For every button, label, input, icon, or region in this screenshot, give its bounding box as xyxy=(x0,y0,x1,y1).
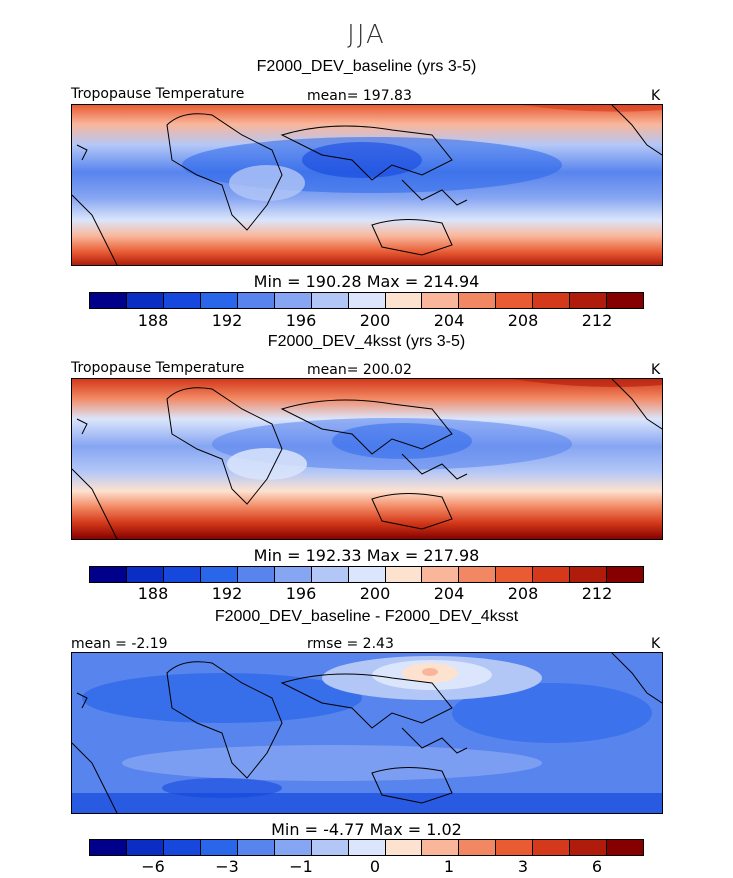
panel1-units: K xyxy=(651,88,661,104)
panel3-colorbar-tick: −3 xyxy=(215,857,239,876)
panel2-colorbar-tick: 212 xyxy=(581,584,613,603)
panel2-colorbar xyxy=(89,566,644,583)
colorbar-swatch xyxy=(237,567,275,582)
panel1-mean: mean= 197.83 xyxy=(307,88,412,104)
colorbar-swatch xyxy=(90,293,127,308)
colorbar-swatch xyxy=(496,293,534,308)
colorbar-swatch xyxy=(311,293,349,308)
colorbar-swatch xyxy=(607,293,644,308)
panel3-rmse: rmse = 2.43 xyxy=(307,636,394,652)
panel1-colorbar-tick: 208 xyxy=(507,311,539,330)
panel3-colorbar-tick: −1 xyxy=(289,857,313,876)
panel3-colorbar-tick: 6 xyxy=(591,857,603,876)
colorbar-swatch xyxy=(237,293,275,308)
panel3-units: K xyxy=(651,636,661,652)
panel2-colorbar-tick: 204 xyxy=(433,584,465,603)
panel1-variable-label: Tropopause Temperature xyxy=(71,86,245,102)
colorbar-swatch xyxy=(348,293,386,308)
panel1-colorbar-tick: 200 xyxy=(359,311,391,330)
colorbar-swatch xyxy=(459,567,497,582)
colorbar-swatch xyxy=(422,293,460,308)
panel3-colorbar-tick: 1 xyxy=(443,857,455,876)
colorbar-swatch xyxy=(311,567,349,582)
panel2-map xyxy=(71,378,663,540)
panel1-map xyxy=(71,104,663,266)
panel2-colorbar-tick: 196 xyxy=(285,584,317,603)
colorbar-swatch xyxy=(274,840,312,855)
colorbar-swatch xyxy=(200,293,238,308)
panel1-colorbar-tick: 196 xyxy=(285,311,317,330)
panel3-colorbar-tick: −6 xyxy=(141,857,165,876)
panel1-colorbar-tick: 192 xyxy=(211,311,243,330)
colorbar-swatch xyxy=(607,840,644,855)
colorbar-swatch xyxy=(496,840,534,855)
panel1-colorbar-tick: 204 xyxy=(433,311,465,330)
panel2-colorbar-tick: 208 xyxy=(507,584,539,603)
panel3-map xyxy=(71,652,663,814)
colorbar-swatch xyxy=(237,840,275,855)
colorbar-swatch xyxy=(570,840,608,855)
colorbar-swatch xyxy=(533,567,571,582)
panel2-colorbar-tick: 200 xyxy=(359,584,391,603)
colorbar-swatch xyxy=(348,567,386,582)
panel3-mean: mean = -2.19 xyxy=(71,636,168,652)
panel3-minmax: Min = -4.77 Max = 1.02 xyxy=(271,820,462,839)
panel3-colorbar xyxy=(89,839,644,856)
panel3-title: F2000_DEV_baseline - F2000_DEV_4ksst xyxy=(214,608,519,625)
colorbar-swatch xyxy=(385,293,423,308)
panel3-colorbar-tick: 3 xyxy=(517,857,529,876)
colorbar-swatch xyxy=(459,293,497,308)
colorbar-swatch xyxy=(126,293,164,308)
colorbar-swatch xyxy=(163,293,201,308)
panel1-minmax: Min = 190.28 Max = 214.94 xyxy=(253,272,480,291)
colorbar-swatch xyxy=(90,840,127,855)
colorbar-swatch xyxy=(533,840,571,855)
panel2-title: F2000_DEV_4ksst (yrs 3-5) xyxy=(267,333,466,350)
panel2-colorbar-tick: 188 xyxy=(137,584,169,603)
colorbar-swatch xyxy=(607,567,644,582)
panel1-colorbar-tick: 212 xyxy=(581,311,613,330)
colorbar-swatch xyxy=(385,840,423,855)
colorbar-swatch xyxy=(200,840,238,855)
panel2-units: K xyxy=(651,362,661,378)
colorbar-swatch xyxy=(274,567,312,582)
panel2-variable-label: Tropopause Temperature xyxy=(71,360,245,376)
colorbar-swatch xyxy=(570,293,608,308)
panel1-colorbar xyxy=(89,292,644,309)
colorbar-swatch xyxy=(570,567,608,582)
colorbar-swatch xyxy=(496,567,534,582)
colorbar-swatch xyxy=(422,567,460,582)
panel2-colorbar-tick: 192 xyxy=(211,584,243,603)
colorbar-swatch xyxy=(163,567,201,582)
colorbar-swatch xyxy=(533,293,571,308)
colorbar-swatch xyxy=(200,567,238,582)
colorbar-swatch xyxy=(126,840,164,855)
colorbar-swatch xyxy=(385,567,423,582)
panel1-title: F2000_DEV_baseline (yrs 3-5) xyxy=(256,58,477,75)
panel2-minmax: Min = 192.33 Max = 217.98 xyxy=(253,546,480,565)
colorbar-swatch xyxy=(459,840,497,855)
panel2-mean: mean= 200.02 xyxy=(307,362,412,378)
colorbar-swatch xyxy=(348,840,386,855)
colorbar-swatch xyxy=(422,840,460,855)
panel3-colorbar-tick: 0 xyxy=(369,857,381,876)
panel1-colorbar-tick: 188 xyxy=(137,311,169,330)
season-title: JJA xyxy=(347,20,386,50)
colorbar-swatch xyxy=(274,293,312,308)
colorbar-swatch xyxy=(311,840,349,855)
colorbar-swatch xyxy=(126,567,164,582)
colorbar-swatch xyxy=(90,567,127,582)
colorbar-swatch xyxy=(163,840,201,855)
